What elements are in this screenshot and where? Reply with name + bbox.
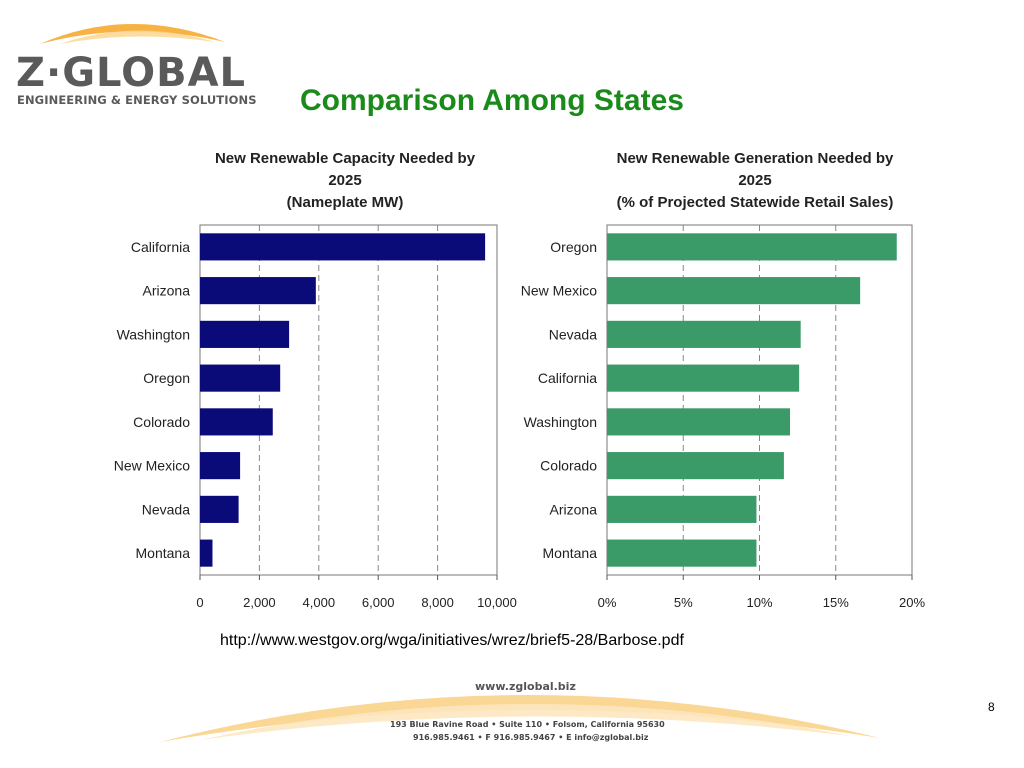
- right-chart-title-line1: New Renewable Generation Needed by 2025: [616, 150, 894, 189]
- right-tick-label: 0%: [598, 595, 617, 610]
- footer-contact: 916.985.9461 • F 916.985.9467 • E info@z…: [413, 733, 649, 742]
- right-category-label: Washington: [524, 414, 597, 430]
- logo-swoosh-icon: [40, 23, 225, 44]
- right-bar: [607, 233, 897, 261]
- left-bar: [200, 408, 273, 436]
- left-category-label: Montana: [136, 545, 191, 561]
- right-bar: [607, 408, 790, 436]
- left-category-label: California: [131, 239, 190, 255]
- company-tagline: ENGINEERING & ENERGY SOLUTIONS: [17, 93, 257, 107]
- left-bar: [200, 320, 290, 348]
- left-tick-label: 0: [196, 595, 203, 610]
- footer-address: 193 Blue Ravine Road • Suite 110 • Folso…: [390, 720, 665, 729]
- left-chart-title-line2: (Nameplate MW): [286, 194, 404, 211]
- left-chart-title-line1: New Renewable Capacity Needed by 2025: [214, 150, 476, 189]
- left-tick-label: 2,000: [243, 595, 276, 610]
- right-chart-title-line2: (% of Projected Statewide Retail Sales): [616, 194, 894, 211]
- left-category-label: Arizona: [143, 283, 191, 299]
- left-bar: [200, 364, 281, 392]
- footer-website[interactable]: www.zglobal.biz: [475, 680, 576, 693]
- right-bar: [607, 364, 800, 392]
- left-tick-label: 8,000: [421, 595, 454, 610]
- right-category-label: Arizona: [550, 501, 598, 517]
- left-bar: [200, 233, 486, 261]
- right-bar: [607, 452, 784, 480]
- left-bar: [200, 539, 213, 567]
- slide-title: Comparison Among States: [300, 84, 684, 117]
- right-tick-label: 15%: [823, 595, 849, 610]
- left-category-label: Washington: [117, 326, 190, 342]
- right-chart-title: New Renewable Generation Needed by 2025 …: [600, 148, 910, 214]
- page-number: 8: [988, 700, 995, 714]
- right-category-label: California: [538, 370, 597, 386]
- right-chart: 0% 5% 10% 15% 20% Oregon New Mexico Nevada Calif…: [521, 224, 925, 610]
- right-category-label: New Mexico: [521, 283, 597, 299]
- company-logo: Z·GLOBAL: [16, 50, 247, 96]
- right-bar: [607, 320, 801, 348]
- left-tick-label: 10,000: [477, 595, 517, 610]
- source-url[interactable]: http://www.westgov.org/wga/initiatives/w…: [220, 632, 684, 649]
- left-category-label: Nevada: [142, 501, 190, 517]
- right-bar: [607, 539, 757, 567]
- right-category-label: Nevada: [549, 326, 597, 342]
- footer-swoosh-icon: [160, 694, 880, 742]
- left-chart-title: New Renewable Capacity Needed by 2025 (N…: [200, 148, 490, 214]
- left-category-label: New Mexico: [114, 458, 190, 474]
- right-tick-label: 5%: [674, 595, 693, 610]
- left-tick-label: 4,000: [303, 595, 336, 610]
- right-bar: [607, 495, 757, 523]
- bar-charts: 0 2,000 4,000 6,000 8,000 10,000 California Ari…: [114, 224, 925, 610]
- left-bar: [200, 452, 241, 480]
- left-chart: 0 2,000 4,000 6,000 8,000 10,000 California Ari…: [114, 224, 517, 610]
- left-plot-frame: [199, 224, 498, 576]
- right-category-label: Montana: [543, 545, 598, 561]
- right-tick-label: 10%: [746, 595, 772, 610]
- right-tick-label: 20%: [899, 595, 925, 610]
- left-tick-label: 6,000: [362, 595, 395, 610]
- left-bar: [200, 277, 316, 305]
- right-category-label: Colorado: [540, 458, 597, 474]
- left-category-label: Oregon: [143, 370, 190, 386]
- left-category-label: Colorado: [133, 414, 190, 430]
- right-bar: [607, 277, 861, 305]
- left-bar: [200, 495, 239, 523]
- right-category-label: Oregon: [550, 239, 597, 255]
